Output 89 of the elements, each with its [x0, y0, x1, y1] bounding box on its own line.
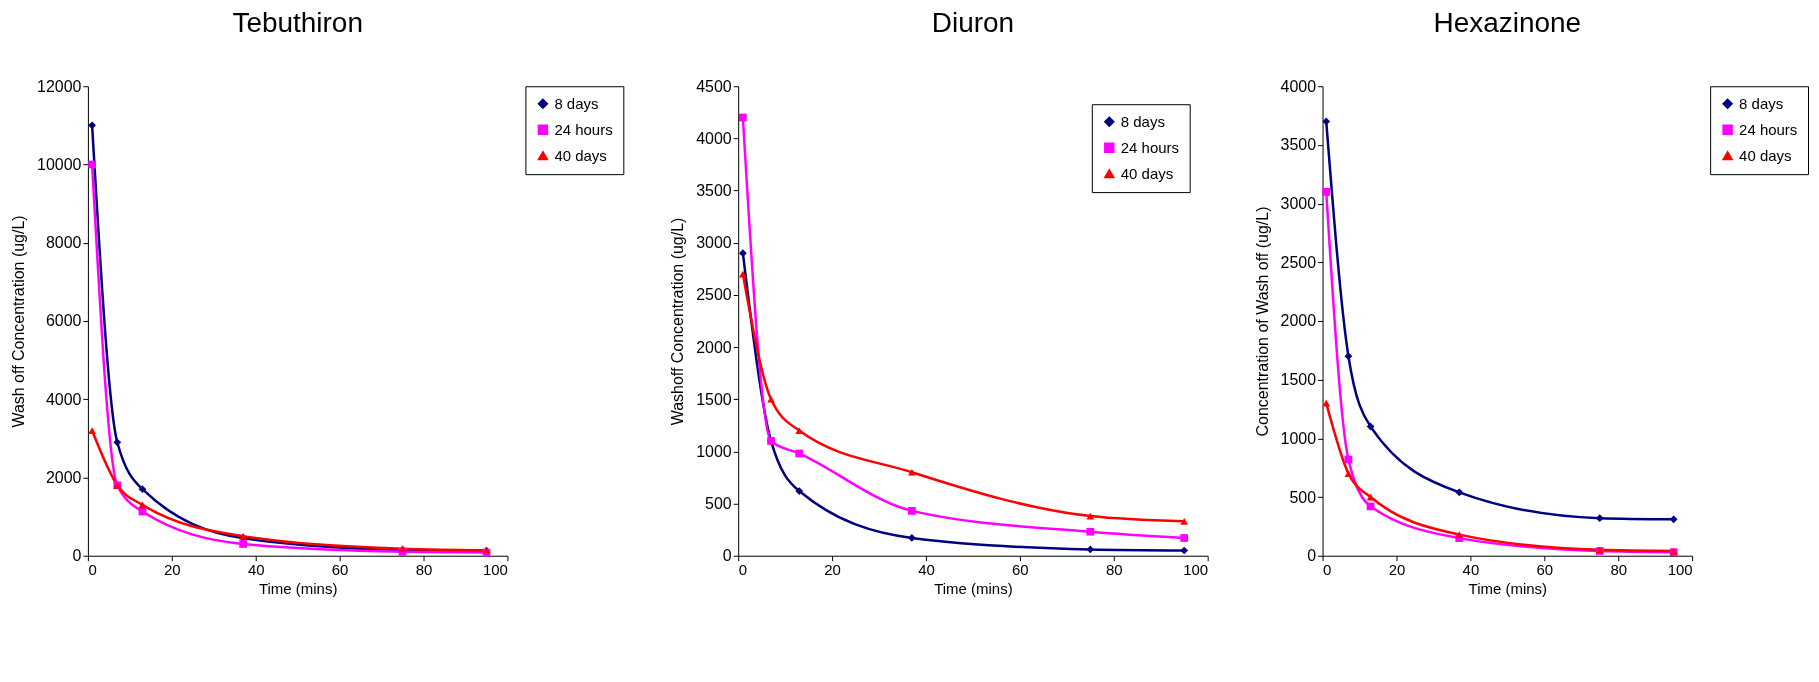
y-tick-label: 4500 [696, 77, 732, 95]
point [908, 506, 916, 515]
point [1180, 546, 1189, 555]
y-tick-label: 500 [705, 495, 732, 513]
y-tick-label: 1500 [696, 390, 732, 408]
x-tick-label: 60 [331, 561, 349, 579]
legend-label: 24 hours [554, 120, 613, 138]
y-tick-label: 0 [72, 547, 82, 565]
point [1086, 545, 1095, 554]
legend-label: 40 days [554, 146, 607, 164]
y-tick-label: 3500 [696, 182, 732, 200]
y-tick-label: 2500 [696, 286, 732, 304]
legend-label: 24 hours [1120, 138, 1180, 156]
x-tick-label: 100 [1183, 561, 1209, 579]
y-tick-label: 0 [722, 547, 732, 565]
legend-label: 8 days [554, 94, 599, 112]
x-tick-label: 40 [1462, 561, 1480, 579]
point [1086, 527, 1095, 536]
point [1366, 422, 1375, 431]
legend-label: 8 days [1120, 112, 1165, 130]
point [795, 449, 804, 458]
point [1455, 531, 1464, 538]
point [1322, 117, 1331, 126]
point [908, 468, 916, 476]
x-tick-label: 0 [88, 561, 97, 579]
x-tick-label: 80 [415, 561, 433, 579]
y-axis-title: Concentration of Wash off (ug/L) [1253, 206, 1271, 437]
y-tick-label: 2000 [696, 338, 732, 356]
chart-title: Diuron [931, 7, 1015, 39]
y-tick-label: 2000 [45, 468, 82, 486]
x-axis-title: Time (mins) [258, 580, 338, 598]
legend-label: 8 days [1739, 94, 1784, 112]
x-tick-label: 20 [1388, 561, 1406, 579]
y-tick-label: 3500 [1280, 136, 1317, 154]
point [1455, 488, 1464, 497]
y-axis-title: Wash off Concentration (ug/L) [9, 215, 27, 428]
x-tick-label: 40 [918, 561, 935, 579]
legend-label: 24 hours [1739, 120, 1798, 138]
point [1322, 188, 1331, 196]
legend-label: 40 days [1120, 164, 1174, 182]
y-tick-label: 2500 [1280, 253, 1317, 271]
x-tick-label: 60 [1012, 561, 1029, 579]
y-tick-label: 2000 [1280, 312, 1317, 330]
legend-label: 40 days [1739, 146, 1792, 164]
point [1180, 534, 1189, 542]
y-axis-title: Washoff Concentration (ug/L) [669, 217, 687, 426]
y-tick-label: 3000 [696, 234, 732, 252]
x-tick-label: 60 [1536, 561, 1554, 579]
y-tick-label: 3000 [1280, 195, 1317, 213]
point [88, 427, 96, 434]
x-tick-label: 0 [738, 561, 748, 579]
chart-title: Hexazinone [1433, 7, 1582, 39]
point [1344, 470, 1353, 477]
y-tick-label: 12000 [37, 77, 82, 95]
y-tick-label: 6000 [45, 312, 82, 330]
point [239, 540, 247, 548]
point [138, 501, 147, 509]
y-tick-label: 1000 [1280, 429, 1317, 447]
point [1180, 517, 1189, 525]
point [767, 395, 775, 403]
y-tick-label: 500 [1289, 488, 1317, 506]
point [1595, 514, 1604, 523]
chart-title: Tebuthiron [232, 7, 363, 39]
point [795, 487, 804, 495]
x-tick-label: 80 [1610, 561, 1628, 579]
point [88, 160, 96, 169]
y-tick-label: 4000 [696, 129, 732, 147]
y-tick-label: 1000 [696, 442, 732, 460]
point [113, 438, 122, 447]
point [1344, 352, 1353, 361]
x-tick-label: 20 [824, 561, 841, 579]
x-tick-label: 40 [247, 561, 265, 579]
x-tick-label: 100 [482, 561, 508, 579]
point [138, 485, 147, 494]
x-tick-label: 0 [1323, 561, 1332, 579]
point [1669, 515, 1678, 524]
x-axis-title: Time (mins) [934, 580, 1013, 598]
y-tick-label: 10000 [37, 155, 82, 173]
y-tick-label: 0 [1307, 547, 1317, 565]
x-tick-label: 80 [1105, 561, 1123, 579]
y-tick-label: 4000 [1280, 77, 1317, 95]
x-axis-title: Time (mins) [1468, 580, 1548, 598]
y-tick-label: 4000 [45, 390, 82, 408]
point [739, 113, 747, 122]
y-tick-label: 1500 [1280, 371, 1317, 389]
x-tick-label: 100 [1667, 561, 1693, 579]
x-tick-label: 20 [163, 561, 181, 579]
point [88, 121, 96, 130]
y-tick-label: 8000 [45, 234, 82, 252]
